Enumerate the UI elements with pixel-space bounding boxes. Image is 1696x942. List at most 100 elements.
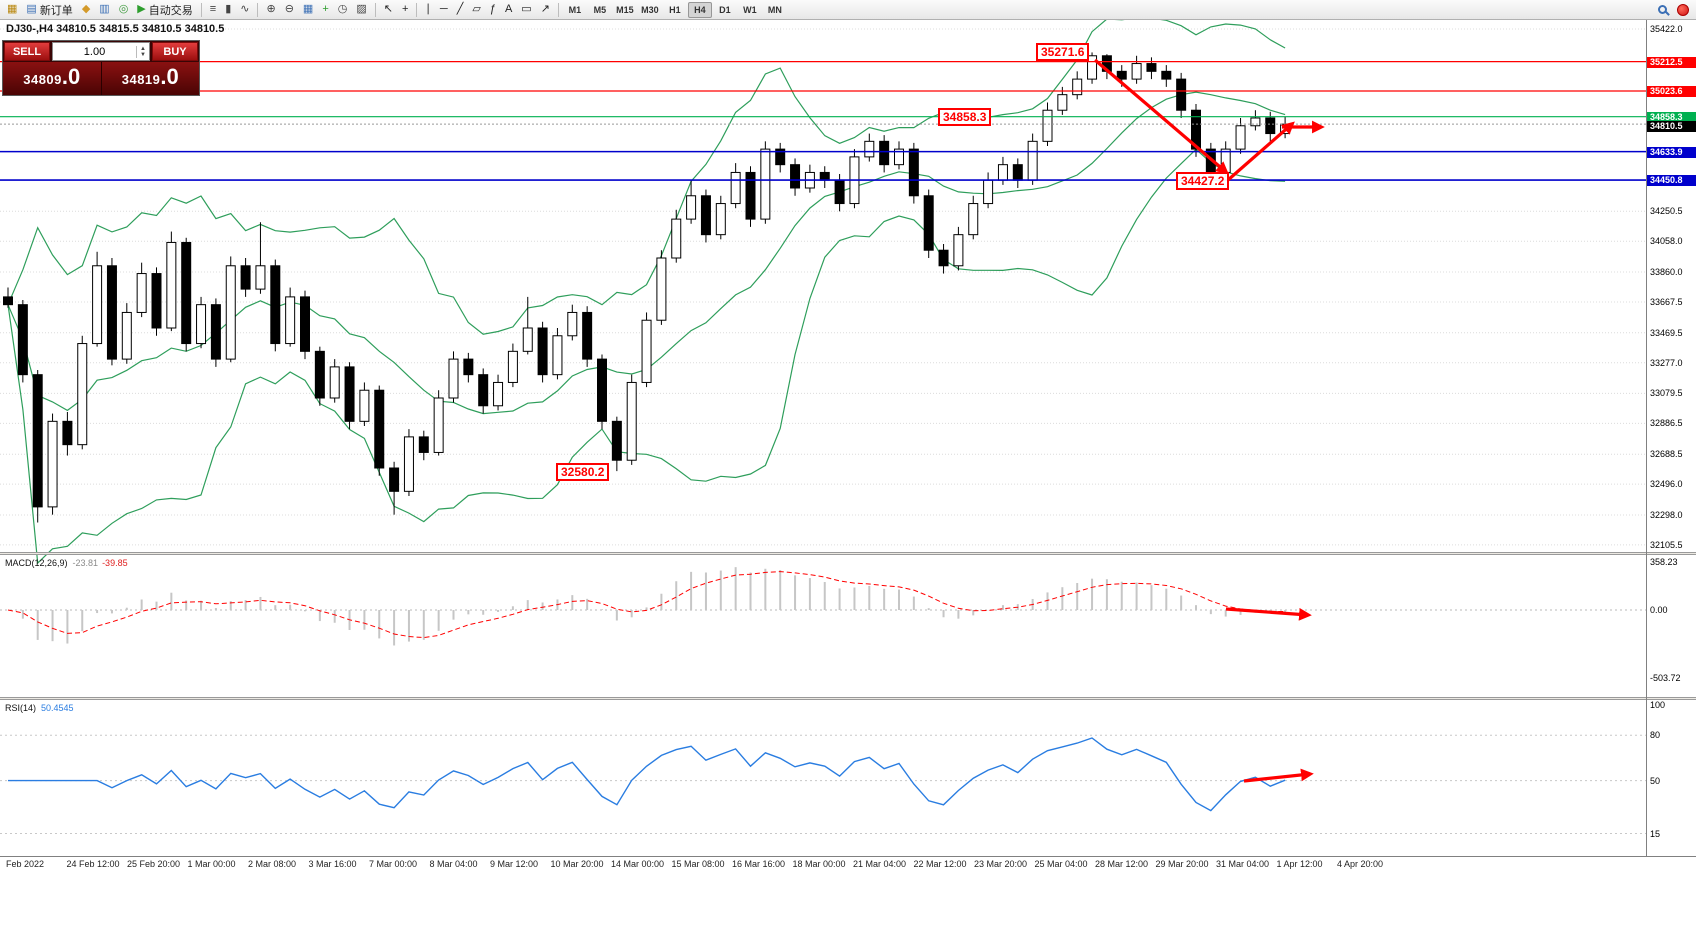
- line-chart-icon[interactable]: ∿: [236, 1, 253, 18]
- tile-windows-icon[interactable]: ▦: [299, 1, 317, 18]
- timeframe-m1-button[interactable]: M1: [563, 2, 587, 18]
- candle: [582, 311, 593, 360]
- candle: [344, 366, 355, 422]
- candle: [17, 304, 28, 376]
- auto-trading-button[interactable]: ▶ 自动交易: [133, 1, 196, 18]
- new-order-button[interactable]: ▤ 新订单: [22, 1, 76, 18]
- candle: [1116, 70, 1127, 80]
- candle: [597, 358, 607, 422]
- zoom-out-icon-glyph: ⊖: [284, 3, 294, 15]
- timeframe-mn-button[interactable]: MN: [763, 2, 787, 18]
- vertical-line-icon[interactable]: ∣: [421, 1, 435, 18]
- zoom-out-icon[interactable]: ⊖: [281, 1, 298, 18]
- arrows-icon[interactable]: ↗: [537, 1, 554, 18]
- candle: [1087, 55, 1098, 80]
- search-icon-glyph: [1658, 5, 1667, 14]
- candlestick-chart-icon[interactable]: ▮: [221, 1, 235, 18]
- channel-icon[interactable]: ▱: [468, 1, 484, 18]
- candle: [225, 265, 236, 360]
- timeframe-d1-button[interactable]: D1: [713, 2, 737, 18]
- zoom-in-icon-glyph: ⊕: [266, 3, 276, 15]
- buy-price: 34819.0: [100, 62, 200, 95]
- search-icon[interactable]: [1654, 1, 1671, 18]
- bar-chart-icon[interactable]: ≡: [206, 1, 220, 18]
- market-watch-icon[interactable]: ◆: [78, 1, 94, 18]
- candle: [389, 467, 400, 492]
- market-watch-icon-glyph: ◆: [81, 3, 91, 15]
- candle: [1265, 117, 1276, 135]
- timeframe-m15-button[interactable]: M15: [613, 2, 637, 18]
- candle: [77, 343, 88, 446]
- volume-up-button[interactable]: ▲: [140, 45, 146, 52]
- timeframe-m5-button[interactable]: M5: [588, 2, 612, 18]
- candle: [62, 420, 73, 446]
- sell-price: 34809.0: [3, 62, 101, 95]
- candle: [255, 265, 266, 290]
- buy-button[interactable]: BUY: [152, 42, 198, 61]
- candle: [1191, 109, 1201, 150]
- candle: [834, 179, 845, 205]
- candle: [775, 148, 786, 166]
- periods-icon-glyph: ◷: [337, 3, 348, 15]
- strategy-tester-icon[interactable]: ◎: [115, 1, 133, 18]
- data-window-icon-glyph: ▥: [99, 3, 110, 15]
- new-chart-icon[interactable]: ▦: [3, 1, 21, 18]
- chart-annotation[interactable]: 32580.2: [556, 463, 610, 481]
- crosshair-icon-glyph: +: [401, 3, 409, 15]
- candle: [745, 171, 756, 220]
- candle: [626, 381, 637, 461]
- timeframe-h4-button[interactable]: H4: [687, 1, 712, 18]
- timeframe-m30-button[interactable]: M30: [638, 2, 662, 18]
- volume-down-button[interactable]: ▼: [140, 51, 146, 58]
- candle: [864, 140, 875, 158]
- chart-annotation[interactable]: 34858.3: [938, 108, 992, 126]
- auto-trading-button-glyph: ▶: [137, 3, 146, 15]
- templates-icon[interactable]: ▨: [352, 1, 370, 18]
- indicators-icon[interactable]: +: [318, 1, 332, 18]
- sell-button[interactable]: SELL: [4, 42, 50, 61]
- candle: [329, 366, 340, 399]
- data-window-icon[interactable]: ▥: [95, 1, 113, 18]
- macd-name: MACD(12,26,9): [5, 558, 68, 568]
- candle: [92, 265, 103, 345]
- candle: [47, 420, 58, 508]
- fibonacci-icon[interactable]: ƒ: [486, 1, 500, 18]
- label-icon[interactable]: ▭: [517, 1, 535, 18]
- notification-badge[interactable]: [1677, 3, 1689, 16]
- candle: [1131, 63, 1142, 80]
- candle: [968, 203, 979, 236]
- candle: [1235, 125, 1246, 150]
- candle: [448, 358, 459, 399]
- macd-signal-value: -39.85: [102, 558, 128, 568]
- horizontal-line-icon[interactable]: ─: [436, 1, 452, 18]
- candle: [819, 171, 830, 181]
- candle: [121, 311, 132, 360]
- zoom-in-icon[interactable]: ⊕: [262, 1, 279, 18]
- crosshair-icon[interactable]: +: [398, 1, 412, 18]
- line-chart-icon-glyph: ∿: [240, 3, 250, 15]
- cursor-icon[interactable]: ↖: [380, 1, 397, 18]
- trend-arrow: [1243, 768, 1314, 783]
- buy-price-fraction: .0: [160, 64, 179, 89]
- volume-input[interactable]: 1.00 ▲ ▼: [52, 42, 150, 61]
- rsi-value: 50.4545: [41, 703, 74, 713]
- candle: [641, 319, 652, 383]
- candle: [760, 148, 771, 220]
- candle: [3, 296, 13, 306]
- text-icon[interactable]: A: [501, 1, 516, 18]
- chart-annotation[interactable]: 35271.6: [1036, 43, 1090, 61]
- chart-annotation[interactable]: 34427.2: [1176, 172, 1230, 190]
- toolbar-separator: [416, 2, 418, 17]
- candle: [151, 273, 162, 329]
- periods-icon[interactable]: ◷: [334, 1, 352, 18]
- candle: [1250, 117, 1261, 127]
- toolbar-separator: [257, 2, 259, 17]
- trendline-icon[interactable]: ╱: [453, 1, 468, 18]
- candle: [374, 389, 385, 469]
- candle: [403, 436, 414, 492]
- timeframe-h1-button[interactable]: H1: [663, 2, 687, 18]
- ohlc-info: DJ30-,H4 34810.5 34815.5 34810.5 34810.5: [6, 23, 225, 35]
- timeframe-w1-button[interactable]: W1: [738, 2, 762, 18]
